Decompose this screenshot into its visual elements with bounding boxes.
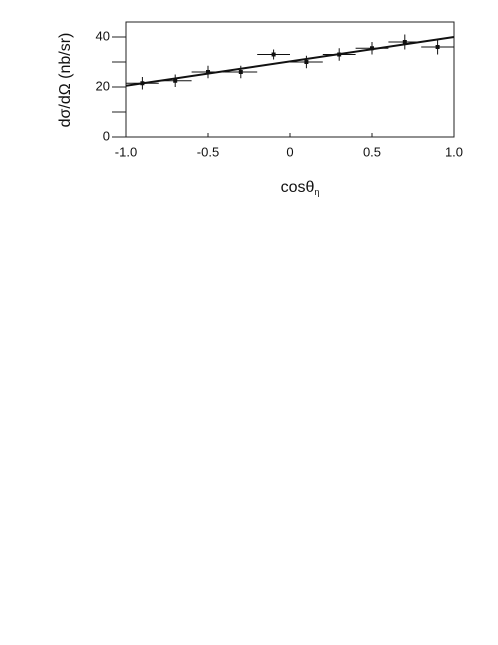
y-tick-label: 20: [96, 78, 110, 93]
data-point: [140, 81, 145, 86]
x-axis-label-subscript: η: [314, 187, 319, 197]
data-point: [402, 40, 407, 44]
y-tick-label: 0: [103, 128, 110, 143]
data-point: [435, 45, 440, 49]
fit-line: [125, 36, 455, 87]
x-tick-label: -0.5: [197, 144, 219, 159]
x-tick-label: -1.0: [115, 144, 137, 159]
data-point: [271, 52, 276, 57]
x-tick-label: 0: [286, 144, 293, 159]
y-axis-label: dσ/dΩ (nb/sr): [57, 33, 74, 128]
data-point: [304, 60, 309, 64]
data-point: [370, 46, 374, 51]
data-point: [337, 52, 342, 57]
y-tick-label: 40: [96, 28, 110, 43]
x-tick-label: 1.0: [445, 144, 463, 159]
x-axis-label-main: cosθ: [281, 179, 315, 196]
x-tick-label: 0.5: [363, 144, 381, 159]
data-point: [173, 78, 178, 83]
data-point: [238, 70, 243, 74]
x-axis-label: cosθη: [281, 179, 320, 197]
data-point: [206, 70, 210, 74]
